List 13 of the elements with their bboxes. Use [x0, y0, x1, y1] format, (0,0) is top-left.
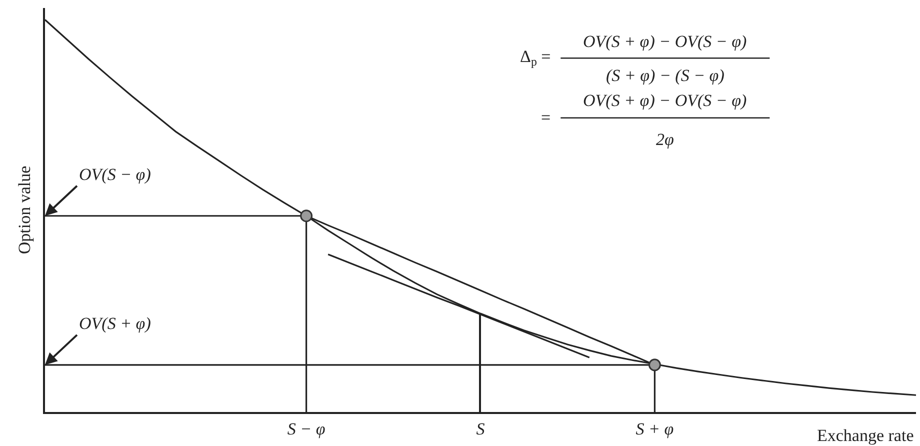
x-axis-title: Exchange rate	[817, 426, 914, 445]
x-tick-label: S	[476, 419, 486, 438]
annotation: OV(S + φ) − OV(S − φ)	[583, 91, 748, 110]
annotation: OV(S + φ)	[79, 314, 152, 333]
annotation: OV(S − φ)	[79, 165, 152, 184]
annotation: =	[541, 108, 551, 127]
y-axis-title: Option value	[15, 166, 34, 254]
annotation: OV(S + φ) − OV(S − φ)	[583, 32, 748, 51]
x-tick-label: S + φ	[636, 419, 674, 438]
annotation: 2φ	[656, 130, 674, 149]
annotation: Δ$_{p}$ =	[520, 47, 551, 69]
annotation: (S + φ) − (S − φ)	[606, 66, 725, 85]
x-tick-label: S − φ	[287, 419, 326, 438]
